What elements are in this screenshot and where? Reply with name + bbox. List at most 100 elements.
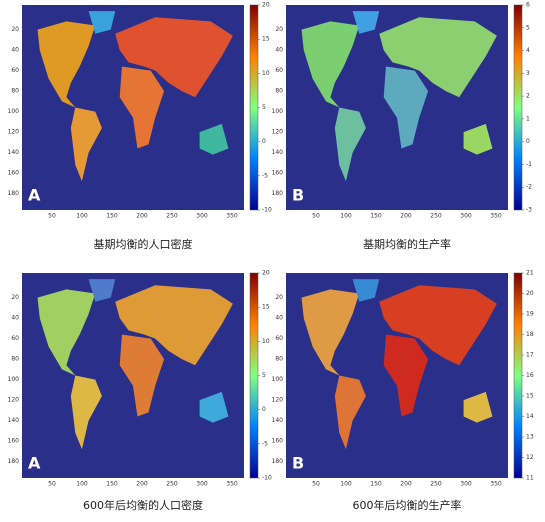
x-tick-label: 250 bbox=[430, 481, 442, 488]
colorbar-tick-label: 4 bbox=[526, 47, 530, 54]
x-tick-label: 150 bbox=[106, 481, 118, 488]
y-tick-label: 60 bbox=[11, 335, 19, 342]
colorbar-tick-label: 17 bbox=[526, 352, 534, 359]
colorbar-tick-label: 21 bbox=[526, 270, 534, 277]
y-tick-label: 100 bbox=[272, 108, 284, 115]
y-tick-label: 140 bbox=[272, 417, 284, 424]
colorbar-tick-label: 15 bbox=[262, 304, 270, 311]
colorbar bbox=[513, 272, 523, 479]
y-tick-label: 80 bbox=[275, 356, 283, 363]
y-tick-label: 180 bbox=[272, 190, 284, 197]
y-tick-label: 60 bbox=[275, 67, 283, 74]
colorbar-tick-label: -2 bbox=[526, 184, 532, 191]
panel-label: A bbox=[28, 454, 41, 473]
y-tick-label: 160 bbox=[8, 438, 20, 445]
y-tick-label: 180 bbox=[8, 458, 20, 465]
colorbar-tick-label: 20 bbox=[262, 270, 270, 277]
y-tick-label: 120 bbox=[8, 397, 20, 404]
caption: 600年后均衡的人口密度 bbox=[83, 498, 203, 512]
colorbar-tick-label: 15 bbox=[526, 393, 534, 400]
landmass bbox=[383, 66, 429, 149]
landmass bbox=[383, 334, 429, 417]
x-tick-label: 200 bbox=[136, 213, 148, 220]
colorbar-tick-label: 5 bbox=[262, 104, 266, 111]
y-tick-label: 160 bbox=[272, 438, 284, 445]
caption: 600年后均衡的生产率 bbox=[353, 498, 462, 512]
colorbar-tick-label: 0 bbox=[526, 138, 530, 145]
landmass bbox=[70, 107, 102, 182]
colorbar-tick-label: -1 bbox=[526, 161, 532, 168]
landmass bbox=[37, 21, 96, 108]
x-tick-label: 150 bbox=[106, 213, 118, 220]
colorbar-tick-label: 5 bbox=[526, 24, 530, 31]
y-tick-label: 140 bbox=[8, 149, 20, 156]
x-tick-label: 350 bbox=[490, 213, 502, 220]
x-tick-label: 50 bbox=[312, 481, 320, 488]
y-tick-label: 120 bbox=[272, 129, 284, 136]
colorbar-tick-label: 10 bbox=[262, 70, 270, 77]
x-tick-label: 150 bbox=[370, 481, 382, 488]
landmass bbox=[88, 11, 116, 34]
colorbar-tick-label: 18 bbox=[526, 331, 534, 338]
colorbar-tick-label: 1 bbox=[526, 115, 530, 122]
colorbar-tick-label: -10 bbox=[262, 207, 272, 214]
x-tick-label: 250 bbox=[430, 213, 442, 220]
landmass bbox=[70, 375, 102, 450]
x-tick-label: 300 bbox=[460, 213, 472, 220]
landmass bbox=[463, 391, 493, 423]
y-tick-label: 120 bbox=[272, 397, 284, 404]
colorbar-tick-label: 14 bbox=[526, 413, 534, 420]
colorbar-tick-label: -3 bbox=[526, 207, 532, 214]
panel-label: B bbox=[292, 186, 304, 205]
colorbar-tick-label: 20 bbox=[262, 2, 270, 9]
colorbar-tick-label: -5 bbox=[262, 440, 268, 447]
colorbar-tick-label: 16 bbox=[526, 372, 534, 379]
colorbar-tick-label: 3 bbox=[526, 70, 530, 77]
x-tick-label: 100 bbox=[76, 213, 88, 220]
y-tick-label: 40 bbox=[275, 315, 283, 322]
x-tick-label: 250 bbox=[166, 481, 178, 488]
x-tick-label: 350 bbox=[226, 481, 238, 488]
landmass bbox=[334, 107, 366, 182]
colorbar-tick-label: 0 bbox=[262, 138, 266, 145]
colorbar-tick-label: 2 bbox=[526, 93, 530, 100]
landmass bbox=[37, 289, 96, 376]
landmass bbox=[199, 123, 229, 155]
landmass bbox=[379, 17, 497, 98]
x-tick-label: 50 bbox=[48, 213, 56, 220]
colorbar-tick-label: -10 bbox=[262, 475, 272, 482]
x-tick-label: 200 bbox=[136, 481, 148, 488]
landmass bbox=[379, 285, 497, 366]
colorbar-tick-label: -5 bbox=[262, 172, 268, 179]
landmass bbox=[352, 279, 380, 302]
landmass bbox=[115, 285, 233, 366]
x-tick-label: 300 bbox=[196, 213, 208, 220]
y-tick-label: 40 bbox=[11, 47, 19, 54]
x-tick-label: 150 bbox=[370, 213, 382, 220]
x-tick-label: 50 bbox=[48, 481, 56, 488]
y-tick-label: 20 bbox=[11, 26, 19, 33]
y-tick-label: 80 bbox=[11, 356, 19, 363]
colorbar-tick-label: 11 bbox=[526, 475, 534, 482]
caption: 基期均衡的人口密度 bbox=[94, 237, 193, 251]
y-tick-label: 160 bbox=[272, 170, 284, 177]
y-tick-label: 80 bbox=[275, 88, 283, 95]
x-tick-label: 200 bbox=[400, 213, 412, 220]
landmass bbox=[88, 279, 116, 302]
landmass bbox=[119, 66, 165, 149]
y-tick-label: 100 bbox=[8, 376, 20, 383]
y-tick-label: 60 bbox=[275, 335, 283, 342]
y-tick-label: 20 bbox=[275, 26, 283, 33]
landmass bbox=[463, 123, 493, 155]
x-tick-label: 200 bbox=[400, 481, 412, 488]
y-tick-label: 20 bbox=[11, 294, 19, 301]
colorbar-tick-label: 15 bbox=[262, 36, 270, 43]
colorbar bbox=[513, 4, 523, 211]
y-tick-label: 100 bbox=[8, 108, 20, 115]
landmass bbox=[301, 289, 360, 376]
y-tick-label: 180 bbox=[8, 190, 20, 197]
